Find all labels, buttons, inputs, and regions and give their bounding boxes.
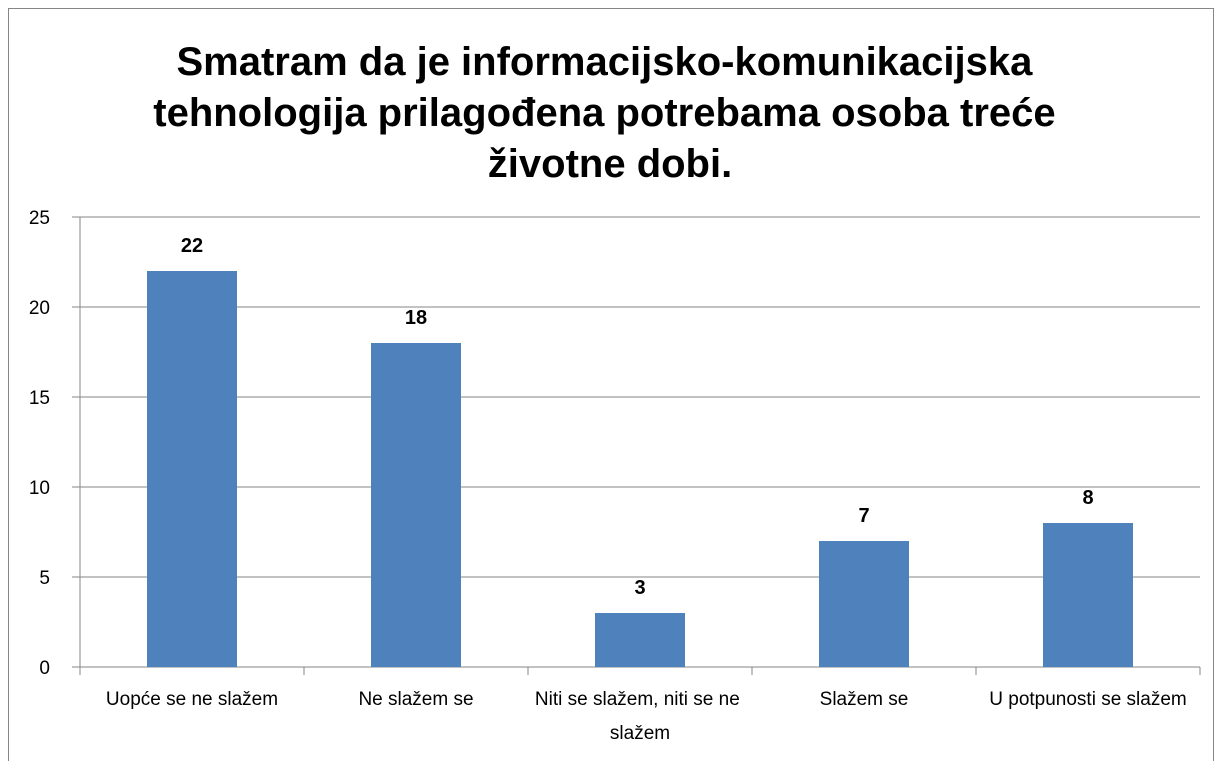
x-tick-label: U potpunosti se slažem <box>989 689 1187 710</box>
bar <box>371 343 461 667</box>
data-label: 8 <box>1082 487 1093 509</box>
data-label: 18 <box>405 307 427 329</box>
bar <box>1043 523 1133 667</box>
data-label: 3 <box>634 577 645 599</box>
x-tick-label: Slažem se <box>820 689 909 710</box>
x-tick-label: Ne slažem se <box>358 689 473 710</box>
y-tick-label: 15 <box>29 388 50 409</box>
data-label: 22 <box>181 235 203 257</box>
bar <box>819 541 909 667</box>
chart-title: Smatram da je informacijsko-komunikacijs… <box>153 40 1067 186</box>
bar <box>595 613 685 667</box>
x-tick-label: Niti se slažem, niti se ne slažem <box>535 689 745 744</box>
y-tick-label: 20 <box>29 298 50 319</box>
y-tick-label: 10 <box>29 478 50 499</box>
y-tick-label: 5 <box>39 568 50 589</box>
y-tick-label: 0 <box>39 658 50 679</box>
y-tick-label: 25 <box>29 208 50 229</box>
bar <box>147 271 237 667</box>
data-label: 7 <box>858 505 869 527</box>
x-tick-label: Uopće se ne slažem <box>106 689 278 710</box>
